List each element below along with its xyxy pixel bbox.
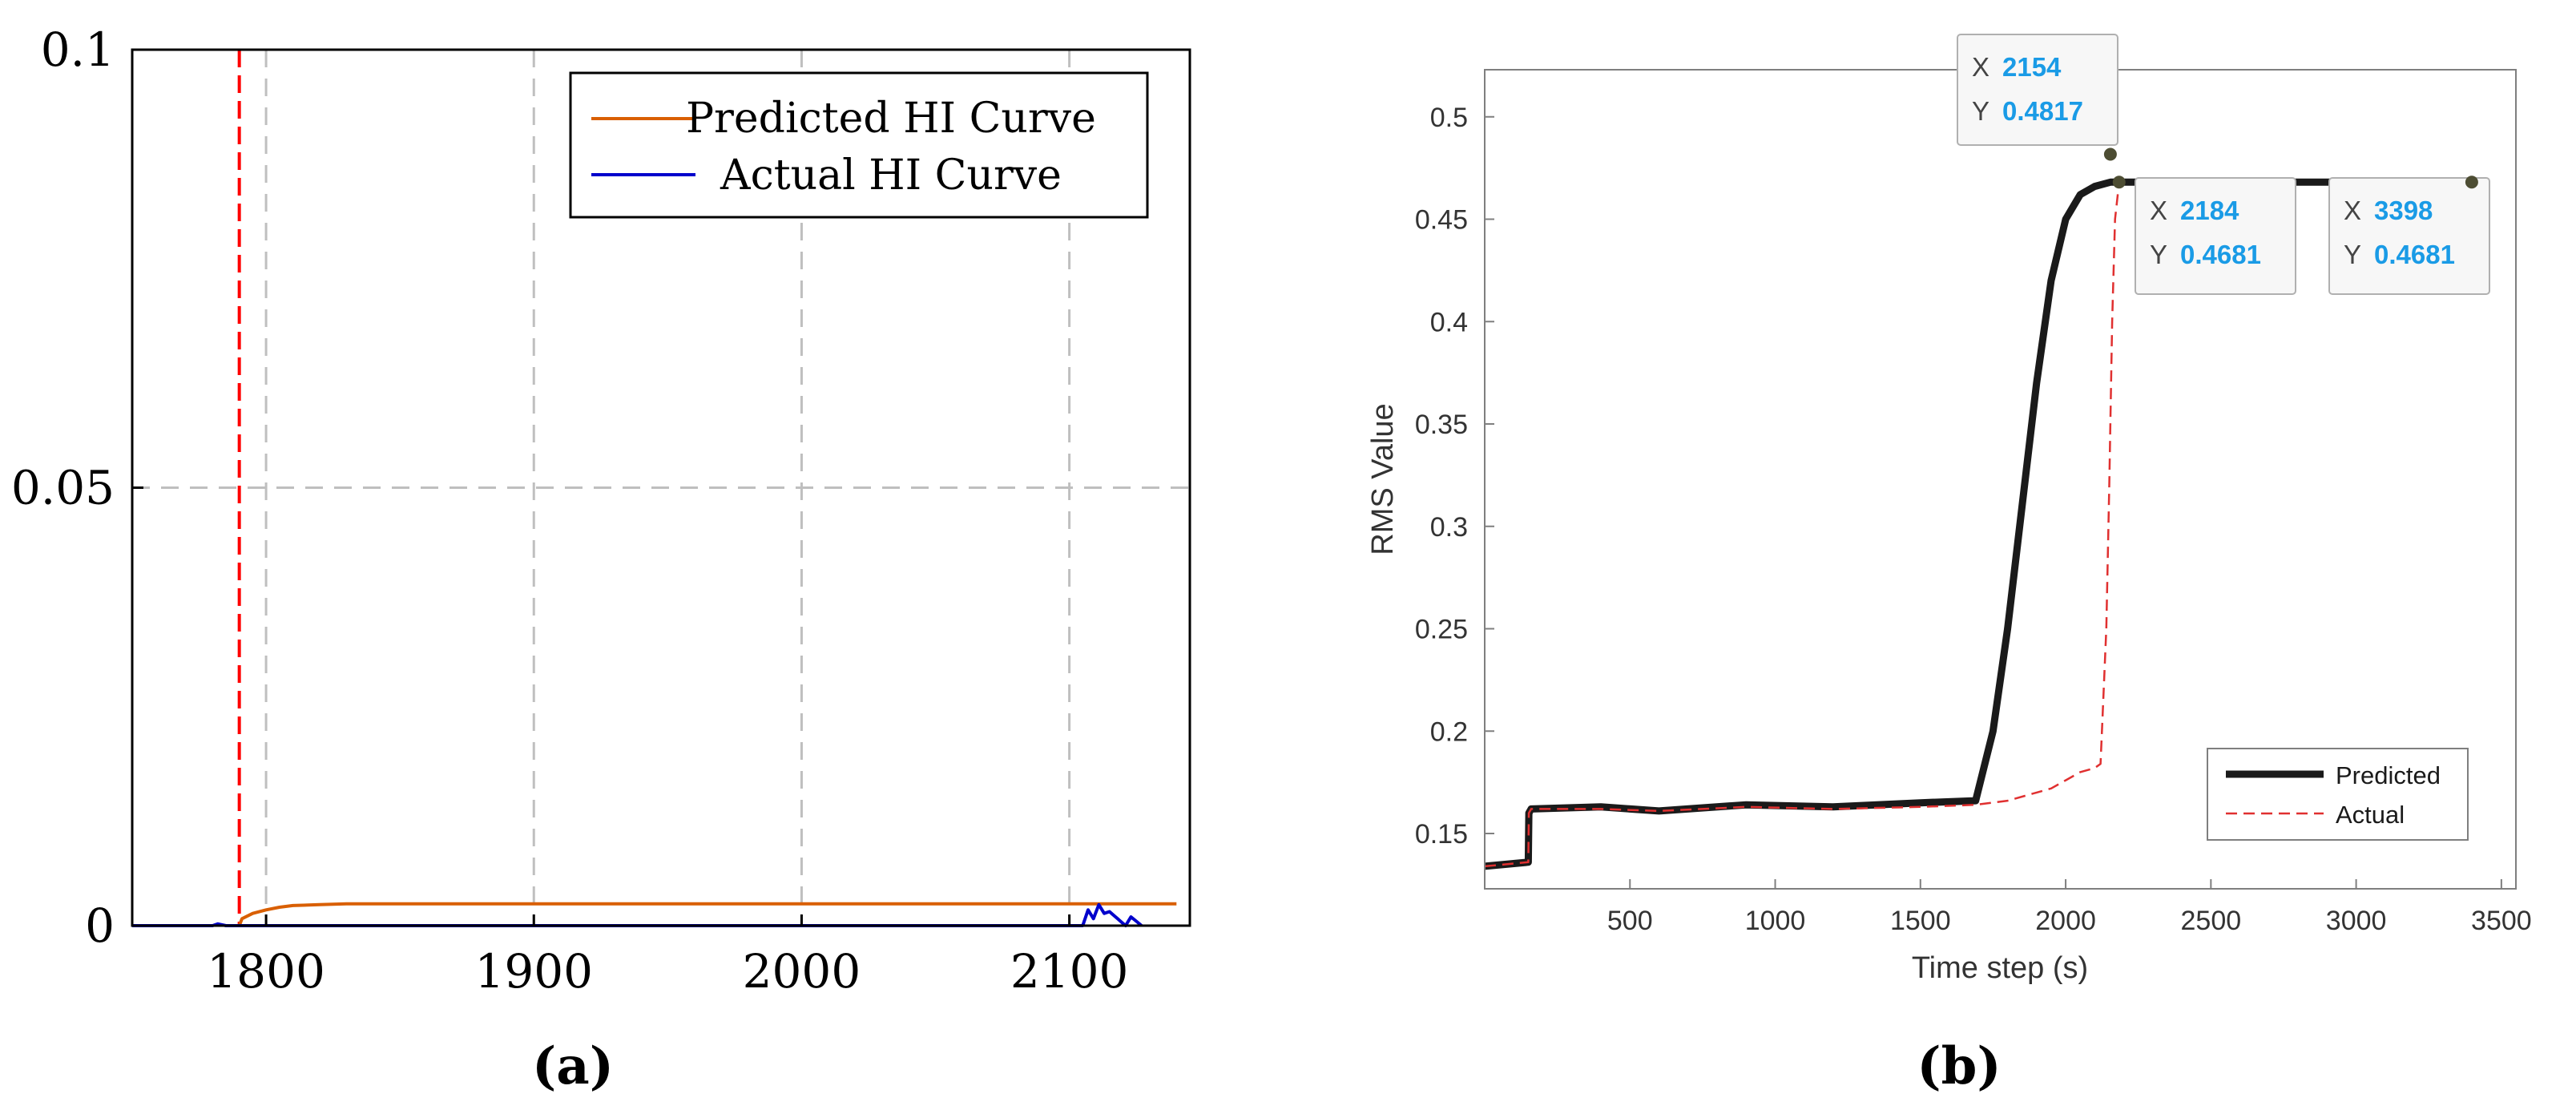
y-tick-label-0.05: 0.05 xyxy=(11,461,115,515)
panel-b-series xyxy=(1484,178,2472,870)
y-tick-label-0.15: 0.15 xyxy=(1415,819,1468,850)
data-tip-marker xyxy=(2103,147,2117,161)
data-tip-marker xyxy=(2465,176,2478,189)
panel-b-chart: 500 1000 1500 2000 2500 3000 3500 0.150.20.250… xyxy=(1366,34,2532,1096)
x-tick-label-2100: 2100 xyxy=(1010,944,1129,999)
y-tick-label-0.35: 0.35 xyxy=(1415,410,1468,440)
y-tick-label-0.4: 0.4 xyxy=(1430,307,1468,337)
data-tip-x-value: 2184 xyxy=(2180,196,2239,225)
data-tip-1: X 2154 Y 0.4817 xyxy=(1957,34,2118,161)
x-tick-label-3500: 3500 xyxy=(2471,906,2532,936)
panel-b-y-ticks: 0.15 0.2 0.25 0.3 0.35 0.4 0.45 0.5 xyxy=(1415,103,1494,850)
data-tip-x-label: X xyxy=(1972,52,1989,82)
x-tick-label-3000: 3000 xyxy=(2326,906,2387,936)
panel-b-y-axis-label: RMS Value xyxy=(1366,403,1400,555)
panel-b-x-axis-label: Time step (s) xyxy=(1912,951,2088,985)
panel-b-legend: Predicted Actual xyxy=(2207,748,2469,841)
data-tip-box xyxy=(2328,177,2490,295)
x-tick-label-1800: 1800 xyxy=(207,944,325,999)
panel-b-label: (b) xyxy=(1917,1036,2001,1096)
panel-a-chart: 1800 1900 2000 2100 0 0.05 0.1 Predicted HI C… xyxy=(11,22,1191,1096)
series-line-predicted-hi xyxy=(237,902,1177,926)
y-tick-label-0.25: 0.25 xyxy=(1415,615,1468,645)
y-tick-label-0.5: 0.5 xyxy=(1430,103,1468,133)
x-tick-label-2500: 2500 xyxy=(2181,906,2242,936)
data-tip-x-value: 2154 xyxy=(2002,52,2062,82)
data-tip-marker xyxy=(2112,176,2126,189)
x-tick-label-500: 500 xyxy=(1607,906,1653,936)
data-tip-x-value: 3398 xyxy=(2374,196,2433,225)
series-line-actual xyxy=(1484,182,2121,868)
y-tick-label-0: 0 xyxy=(85,898,115,953)
legend-label-predicted: Predicted xyxy=(2336,761,2441,789)
x-tick-label-2000: 2000 xyxy=(2035,906,2096,936)
data-tip-x-label: X xyxy=(2344,196,2361,225)
x-tick-label-1500: 1500 xyxy=(1890,906,1951,936)
y-tick-label-0.1: 0.1 xyxy=(41,22,115,77)
legend-label-actual-hi: Actual HI Curve xyxy=(720,151,1062,200)
panel-b-x-ticks: 500 1000 1500 2000 2500 3000 3500 xyxy=(1607,879,2532,936)
data-tip-y-label: Y xyxy=(2150,240,2167,269)
panel-a-legend-box xyxy=(569,71,1149,219)
data-tip-2: X 2184 Y 0.4681 xyxy=(2112,176,2296,295)
panel-a-legend: Predicted HI Curve Actual HI Curve xyxy=(569,71,1149,219)
x-tick-label-2000: 2000 xyxy=(743,944,861,999)
data-tip-y-value: 0.4681 xyxy=(2180,240,2261,269)
panel-a-y-ticks: 0 0.05 0.1 xyxy=(11,22,143,953)
y-tick-label-0.2: 0.2 xyxy=(1430,716,1468,747)
y-tick-label-0.45: 0.45 xyxy=(1415,205,1468,236)
x-tick-label-1000: 1000 xyxy=(1745,906,1806,936)
panel-a-label: (a) xyxy=(532,1036,614,1096)
data-tip-y-label: Y xyxy=(2344,240,2361,269)
panel-b-legend-box xyxy=(2207,748,2469,841)
data-tip-y-value: 0.4681 xyxy=(2374,240,2455,269)
data-tip-x-label: X xyxy=(2150,196,2167,225)
data-tip-y-value: 0.4817 xyxy=(2002,96,2083,126)
x-tick-label-1900: 1900 xyxy=(474,944,593,999)
data-tip-box xyxy=(1957,34,2118,146)
legend-label-predicted-hi: Predicted HI Curve xyxy=(686,95,1096,143)
data-tip-box xyxy=(2135,177,2296,295)
legend-label-actual: Actual xyxy=(2336,801,2405,829)
data-tip-3: X 3398 Y 0.4681 xyxy=(2328,176,2490,295)
series-line-predicted xyxy=(1484,178,2472,870)
data-tip-y-label: Y xyxy=(1972,96,1989,126)
panel-b-data-tips: X 2154 Y 0.4817 X 2184 Y 0.4681 X 3398 Y 0.4681 xyxy=(1957,34,2490,295)
panel-a-x-ticks: 1800 1900 2000 2100 xyxy=(207,914,1128,999)
y-tick-label-0.3: 0.3 xyxy=(1430,512,1468,543)
